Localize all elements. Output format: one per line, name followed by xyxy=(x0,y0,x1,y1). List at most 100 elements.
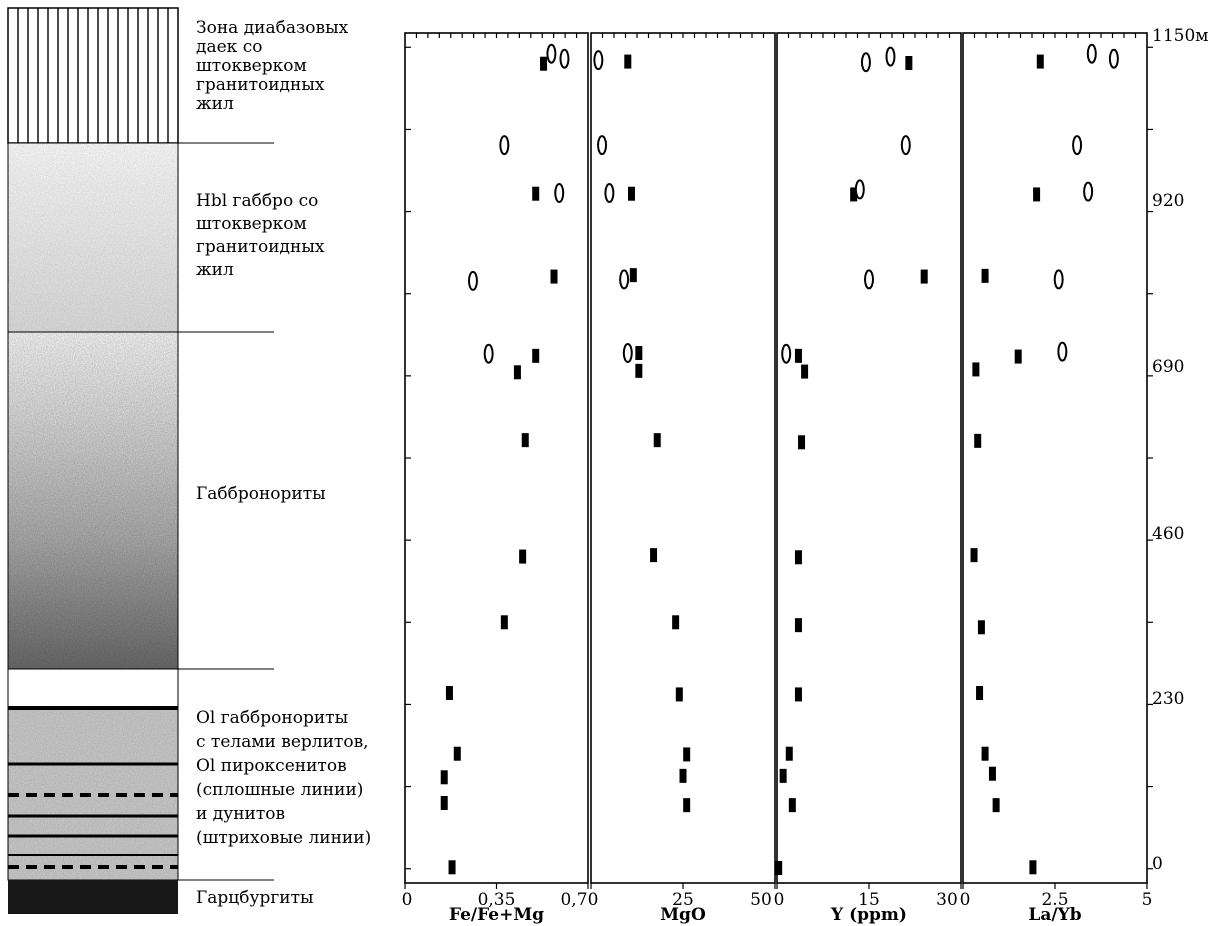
data-point-filled xyxy=(801,364,809,379)
panel-3: 0 15 30 Y (ppm) xyxy=(774,32,962,925)
panel-1: 0 0,35 0,7 Fe/Fe+Mg xyxy=(402,32,589,925)
panel-4: 0 2.5 5 La/Yb xyxy=(960,32,1153,925)
x-tick-label: 0 xyxy=(402,890,413,910)
data-point-filled xyxy=(440,770,448,785)
data-point-filled xyxy=(920,269,928,284)
data-point-filled xyxy=(794,348,802,363)
column-unit-gabbronorite xyxy=(7,331,179,670)
data-point-filled xyxy=(453,746,461,761)
data-point-open xyxy=(499,135,510,156)
column-unit-harzburgite xyxy=(8,880,178,914)
x-tick-label: 0 xyxy=(960,890,971,910)
data-point-filled xyxy=(672,615,680,630)
data-point-filled xyxy=(992,798,1000,813)
data-point-open xyxy=(1072,135,1083,156)
data-point-filled xyxy=(445,686,453,700)
data-point-open xyxy=(554,183,565,203)
unit-label-hbl-gabbro: Hbl габбро со штокверком гранитоидных жи… xyxy=(196,191,330,280)
data-point-filled xyxy=(683,798,691,813)
data-point-filled xyxy=(440,796,448,810)
data-point-filled xyxy=(500,615,508,630)
data-point-open xyxy=(1108,48,1119,69)
data-point-filled xyxy=(629,268,637,283)
x-tick-label: 0,7 xyxy=(560,890,587,910)
data-point-open xyxy=(854,179,865,200)
unit-label-harzburgite: Гарцбургиты xyxy=(196,888,314,908)
data-point-filled xyxy=(794,550,802,565)
data-point-filled xyxy=(679,768,687,783)
data-point-filled xyxy=(974,433,982,448)
data-point-filled xyxy=(981,746,989,761)
unit-label-ol-gabbronorite: Ol габбронориты с телами верлитов, Ol пи… xyxy=(196,708,374,848)
data-point-filled xyxy=(650,548,658,563)
data-point-open xyxy=(1083,181,1094,202)
lithology-column xyxy=(7,7,274,914)
data-point-filled xyxy=(532,186,540,201)
data-point-filled xyxy=(1029,860,1037,875)
data-point-open xyxy=(593,50,604,71)
data-point-filled xyxy=(788,798,796,813)
depth-label: 0 xyxy=(1152,854,1163,874)
x-tick-label: 0 xyxy=(774,890,785,910)
data-point-open xyxy=(885,46,896,67)
x-tick-label: 25 xyxy=(672,890,694,910)
data-point-filled xyxy=(653,433,661,448)
data-point-filled xyxy=(779,768,787,783)
data-point-open xyxy=(467,270,478,291)
depth-label: 920 xyxy=(1152,191,1184,211)
x-tick-label: 15 xyxy=(858,890,880,910)
data-point-filled xyxy=(977,620,985,635)
data-point-filled xyxy=(675,687,683,702)
panel-frame xyxy=(590,32,776,884)
data-point-open xyxy=(597,135,608,156)
data-point-filled xyxy=(981,268,989,283)
data-point-open xyxy=(619,269,630,290)
data-point-open xyxy=(604,183,615,203)
x-axis-title: MgO xyxy=(660,905,706,925)
data-point-filled xyxy=(521,433,529,448)
data-point-filled xyxy=(905,56,913,70)
data-point-filled xyxy=(448,860,456,875)
chart-panels: 0 0,35 0,7 Fe/Fe+Mg 0 25 50 MgO 0 15 30 Y (ppm) 0 2.5… xyxy=(402,32,1153,925)
depth-label: 230 xyxy=(1152,689,1184,709)
data-point-filled xyxy=(627,186,635,201)
x-tick-label: 0,35 xyxy=(478,890,516,910)
data-point-open xyxy=(559,48,570,69)
data-point-filled xyxy=(635,363,643,378)
x-tick-label: 2.5 xyxy=(1041,890,1068,910)
depth-axis: 1150м 920 690 460 230 0 xyxy=(1152,26,1209,874)
panel-frame xyxy=(776,32,962,884)
x-tick-label: 50 xyxy=(750,890,772,910)
data-point-filled xyxy=(794,618,802,633)
x-axis-title: Fe/Fe+Mg xyxy=(449,905,544,925)
x-axis-title: La/Yb xyxy=(1028,905,1081,925)
data-point-filled xyxy=(972,362,980,377)
depth-label: 460 xyxy=(1152,524,1184,544)
data-point-open xyxy=(1086,43,1097,64)
x-tick-label: 30 xyxy=(936,890,958,910)
data-point-open xyxy=(860,52,871,73)
panel-frame xyxy=(404,32,589,884)
data-point-filled xyxy=(635,346,643,360)
data-point-filled xyxy=(519,549,527,564)
data-point-filled xyxy=(624,54,632,69)
data-point-open xyxy=(864,269,874,290)
data-point-filled xyxy=(775,861,783,875)
column-unit-ol-gabbronorite xyxy=(7,668,179,881)
data-point-filled xyxy=(513,365,521,380)
column-unit-hbl-gabbro xyxy=(7,142,179,333)
data-point-open xyxy=(483,343,494,364)
data-point-filled xyxy=(1033,187,1041,202)
data-point-filled xyxy=(540,56,548,71)
depth-label: 1150м xyxy=(1152,26,1209,46)
data-point-filled xyxy=(1014,349,1022,364)
depth-label: 690 xyxy=(1152,357,1184,377)
data-point-filled xyxy=(683,747,691,762)
data-point-filled xyxy=(798,435,806,450)
data-point-open xyxy=(546,43,557,64)
x-axis-title: Y (ppm) xyxy=(830,905,907,925)
unit-label-gabbronorite: Габбронориты xyxy=(196,484,326,504)
data-point-filled xyxy=(794,687,802,702)
unit-labels: Зона диабазовых даек со штокверком грани… xyxy=(196,18,374,908)
data-point-filled xyxy=(550,269,558,284)
